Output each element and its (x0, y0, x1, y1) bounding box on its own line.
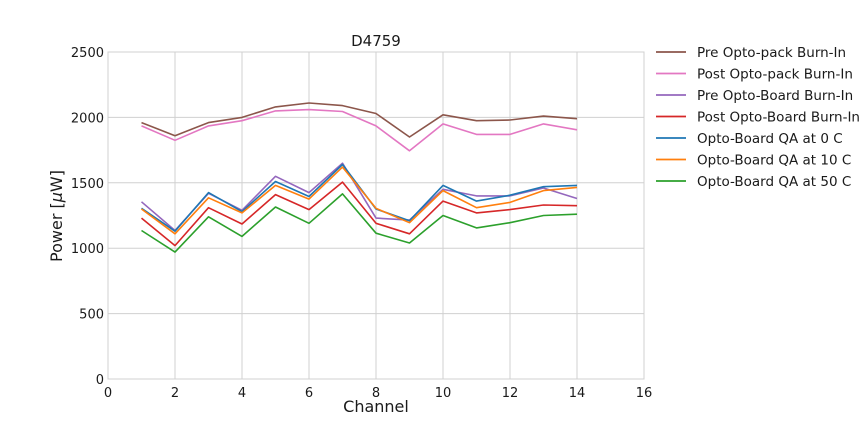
series-line-6 (141, 166, 578, 235)
y-tick-label: 2000 (71, 111, 104, 126)
y-axis-title-suffix: W] (47, 170, 66, 192)
x-tick-label: 0 (104, 386, 112, 401)
y-axis-title-mu: μ (47, 192, 66, 203)
y-tick-label: 1000 (71, 242, 104, 257)
x-tick-label: 4 (238, 386, 246, 401)
y-tick-label: 1500 (71, 177, 104, 192)
x-tick-label: 14 (569, 386, 586, 401)
legend-label: Opto-Board QA at 10 C (697, 153, 851, 169)
chart-title: D4759 (351, 32, 401, 50)
x-axis-title: Channel (343, 397, 409, 416)
legend: Pre Opto-pack Burn-In Post Opto-pack Burn… (656, 45, 860, 190)
legend-label: Pre Opto-Board Burn-In (697, 88, 853, 104)
legend-label: Opto-Board QA at 50 C (697, 174, 851, 190)
y-tick-label: 2500 (71, 46, 104, 61)
x-tick-label: 16 (636, 386, 653, 401)
plot-frame (107, 51, 645, 380)
series-line-7 (141, 193, 578, 253)
x-tick-label: 6 (305, 386, 313, 401)
legend-label: Post Opto-pack Burn-In (697, 67, 853, 83)
legend-label: Post Opto-Board Burn-In (697, 110, 860, 126)
series-line-4 (140, 181, 578, 247)
series-line-2 (141, 108, 578, 152)
series-line-3 (140, 162, 578, 232)
legend-label: Pre Opto-pack Burn-In (697, 45, 846, 61)
tick-labels: 0 2 4 6 8 10 12 14 16 0 500 1000 1500 2000 2500 (71, 46, 652, 401)
y-tick-label: 0 (96, 373, 104, 388)
legend-label: Opto-Board QA at 0 C (697, 131, 843, 147)
axes (107, 51, 645, 380)
x-tick-label: 10 (435, 386, 452, 401)
x-tick-label: 12 (502, 386, 519, 401)
series-lines (140, 102, 578, 253)
x-tick-label: 8 (372, 386, 380, 401)
x-tick-label: 2 (171, 386, 179, 401)
y-axis-title: Power [μW] (47, 170, 66, 262)
series-line-5 (141, 163, 578, 232)
y-tick-label: 500 (79, 308, 104, 323)
series-line-1 (141, 102, 578, 138)
y-axis-title-prefix: Power [ (47, 202, 66, 262)
